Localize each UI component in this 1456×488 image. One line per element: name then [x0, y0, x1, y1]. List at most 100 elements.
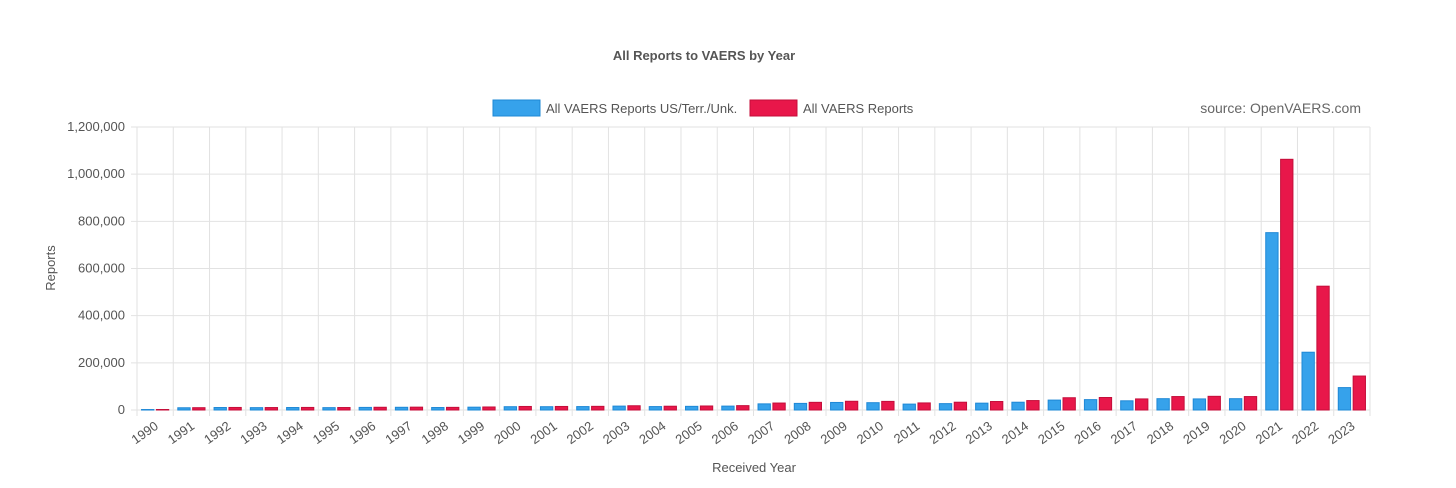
legend-item-us-terr-unk[interactable]: All VAERS Reports US/Terr./Unk. [492, 99, 737, 117]
bar-all-reports-2018[interactable] [1171, 396, 1185, 411]
bar-all-reports-2019[interactable] [1207, 395, 1221, 411]
y-tick-label: 400,000 [78, 308, 125, 323]
bar-all-reports-2015[interactable] [1062, 397, 1076, 411]
bar-all-reports-1996[interactable] [373, 406, 387, 411]
x-tick-label: 2014 [999, 418, 1031, 447]
bar-all-reports-2008[interactable] [808, 401, 822, 411]
bar-us-terr-unk-2012[interactable] [938, 403, 953, 411]
x-tick-label: 2020 [1216, 418, 1248, 447]
bar-us-terr-unk-2010[interactable] [866, 402, 880, 411]
bar-us-terr-unk-2015[interactable] [1047, 399, 1061, 411]
y-tick-label: 1,000,000 [67, 166, 125, 181]
bar-us-terr-unk-2001[interactable] [539, 406, 554, 411]
x-tick-label: 1998 [419, 418, 451, 447]
bar-all-reports-2013[interactable] [989, 401, 1004, 411]
legend: All VAERS Reports US/Terr./Unk. All VAER… [492, 99, 914, 117]
bar-all-reports-2016[interactable] [1098, 397, 1113, 411]
bar-all-reports-1992[interactable] [228, 406, 242, 411]
bar-all-reports-2006[interactable] [736, 405, 750, 411]
bar-us-terr-unk-2016[interactable] [1083, 399, 1098, 411]
source-note: source: OpenVAERS.com [1200, 100, 1361, 116]
bar-us-terr-unk-2005[interactable] [685, 405, 699, 411]
bar-all-reports-2011[interactable] [917, 402, 931, 411]
y-tick-label: 800,000 [78, 213, 125, 228]
bar-all-reports-2014[interactable] [1026, 400, 1040, 411]
bar-us-terr-unk-2022[interactable] [1301, 351, 1315, 411]
x-tick-label: 2001 [527, 418, 559, 447]
bar-all-reports-2001[interactable] [554, 405, 569, 411]
bar-us-terr-unk-2018[interactable] [1156, 398, 1170, 411]
bar-us-terr-unk-2006[interactable] [721, 405, 735, 411]
bar-us-terr-unk-1990[interactable] [141, 409, 155, 411]
bar-us-terr-unk-1994[interactable] [286, 407, 300, 411]
x-tick-label: 2002 [564, 418, 596, 447]
legend-item-all-reports[interactable]: All VAERS Reports [749, 99, 914, 117]
bar-us-terr-unk-1998[interactable] [431, 407, 445, 411]
bar-all-reports-2023[interactable] [1352, 375, 1366, 411]
bar-us-terr-unk-2019[interactable] [1192, 398, 1207, 411]
x-tick-label: 2004 [636, 418, 668, 447]
bar-all-reports-2022[interactable] [1316, 285, 1330, 411]
bar-us-terr-unk-2008[interactable] [793, 402, 808, 411]
bar-us-terr-unk-1992[interactable] [213, 407, 227, 411]
bar-all-reports-1991[interactable] [192, 407, 206, 411]
x-tick-label: 2022 [1289, 418, 1321, 447]
bar-all-reports-1993[interactable] [264, 407, 279, 411]
bar-us-terr-unk-2021[interactable] [1265, 232, 1279, 411]
bar-us-terr-unk-2007[interactable] [757, 403, 771, 411]
x-tick-label: 1999 [455, 418, 487, 447]
legend-swatch-all-reports [749, 99, 798, 117]
bar-all-reports-2004[interactable] [663, 405, 677, 411]
bar-us-terr-unk-1995[interactable] [322, 407, 336, 411]
x-tick-label: 2006 [709, 418, 741, 447]
legend-label-all-reports: All VAERS Reports [803, 101, 914, 116]
y-axis-label: Reports [43, 245, 58, 291]
bar-all-reports-2000[interactable] [518, 405, 532, 411]
bar-all-reports-1999[interactable] [482, 406, 496, 411]
x-tick-label: 1997 [382, 418, 414, 447]
bar-all-reports-1994[interactable] [300, 406, 315, 411]
bar-all-reports-2009[interactable] [844, 400, 859, 411]
bar-all-reports-1995[interactable] [337, 407, 351, 411]
bar-all-reports-1997[interactable] [409, 406, 424, 411]
bar-all-reports-2005[interactable] [699, 405, 714, 411]
chart-title: All Reports to VAERS by Year [613, 48, 795, 63]
x-tick-label: 2012 [926, 418, 958, 447]
bar-us-terr-unk-2000[interactable] [503, 406, 518, 411]
x-tick-label: 2018 [1144, 418, 1176, 447]
x-tick-label: 2007 [745, 418, 777, 447]
bar-us-terr-unk-2002[interactable] [576, 406, 590, 411]
bar-us-terr-unk-2003[interactable] [612, 405, 626, 411]
bar-us-terr-unk-1999[interactable] [467, 406, 481, 411]
bar-us-terr-unk-2013[interactable] [975, 402, 989, 411]
bar-us-terr-unk-1996[interactable] [358, 406, 372, 411]
bar-all-reports-1990[interactable] [155, 409, 170, 411]
x-axis-ticks: 1990 1991 1992 1993 1994 1995 1996 1997 1998 1999… [129, 418, 1358, 447]
x-tick-label: 1995 [310, 418, 342, 447]
bar-us-terr-unk-2004[interactable] [648, 406, 663, 411]
bar-all-reports-2003[interactable] [627, 405, 641, 411]
bar-all-reports-2017[interactable] [1135, 398, 1149, 411]
bar-all-reports-2002[interactable] [591, 405, 605, 411]
x-tick-label: 2019 [1180, 418, 1212, 447]
bar-us-terr-unk-2009[interactable] [830, 401, 844, 411]
bar-us-terr-unk-1997[interactable] [394, 406, 409, 411]
bar-us-terr-unk-1991[interactable] [177, 407, 191, 411]
bar-us-terr-unk-1993[interactable] [249, 407, 264, 411]
bar-all-reports-2020[interactable] [1243, 396, 1258, 411]
x-tick-label: 2013 [963, 418, 995, 447]
bar-us-terr-unk-2014[interactable] [1011, 401, 1025, 411]
bar-all-reports-2012[interactable] [953, 401, 968, 411]
bar-us-terr-unk-2023[interactable] [1337, 387, 1352, 411]
x-tick-label: 1990 [129, 418, 161, 447]
x-tick-label: 2017 [1108, 418, 1140, 447]
bar-us-terr-unk-2011[interactable] [902, 403, 916, 411]
x-tick-label: 1992 [201, 418, 233, 447]
bar-us-terr-unk-2020[interactable] [1228, 398, 1243, 411]
bar-all-reports-2021[interactable] [1280, 158, 1294, 411]
bar-us-terr-unk-2017[interactable] [1120, 400, 1134, 411]
bar-all-reports-1998[interactable] [446, 406, 460, 411]
bar-all-reports-2007[interactable] [772, 402, 786, 411]
bar-all-reports-2010[interactable] [881, 400, 895, 411]
